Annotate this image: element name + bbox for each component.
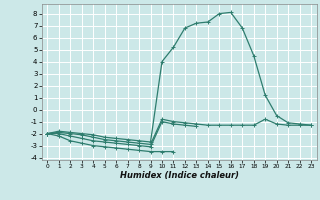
X-axis label: Humidex (Indice chaleur): Humidex (Indice chaleur) bbox=[120, 171, 239, 180]
